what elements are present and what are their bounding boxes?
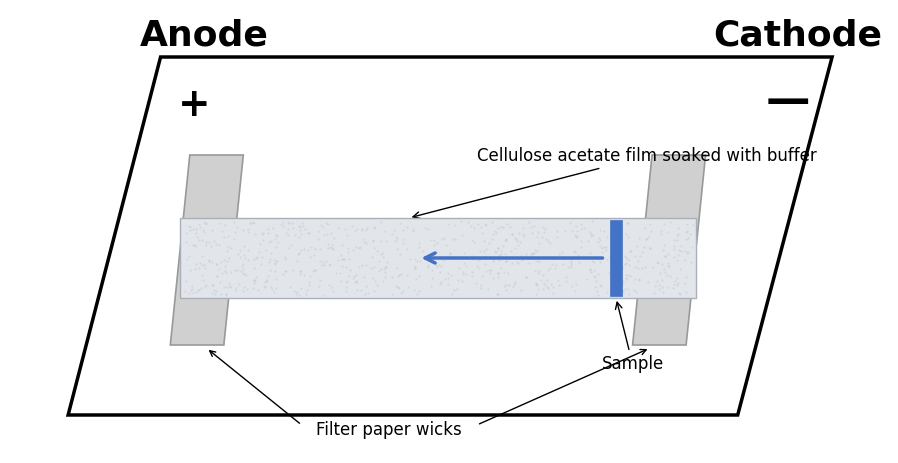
Text: —: — [766,79,811,121]
Text: Cathode: Cathode [714,18,883,52]
Polygon shape [632,155,706,345]
Text: +: + [179,86,211,124]
Bar [611,220,622,296]
Text: Sample: Sample [602,302,664,373]
Text: Anode: Anode [140,18,269,52]
Bar [180,218,696,298]
Polygon shape [171,155,243,345]
Text: Cellulose acetate film soaked with buffer: Cellulose acetate film soaked with buffe… [413,147,816,219]
Text: Filter paper wicks: Filter paper wicks [316,421,462,439]
